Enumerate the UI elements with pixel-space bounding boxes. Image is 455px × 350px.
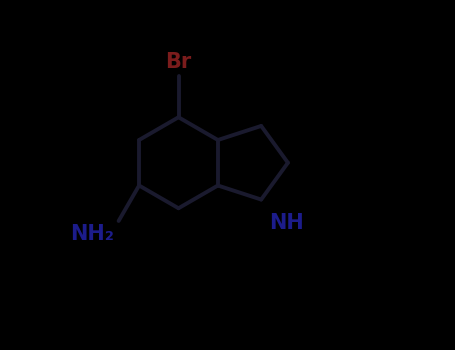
Text: NH₂: NH₂: [71, 224, 114, 244]
Text: Br: Br: [165, 52, 192, 72]
Text: NH: NH: [269, 213, 303, 233]
